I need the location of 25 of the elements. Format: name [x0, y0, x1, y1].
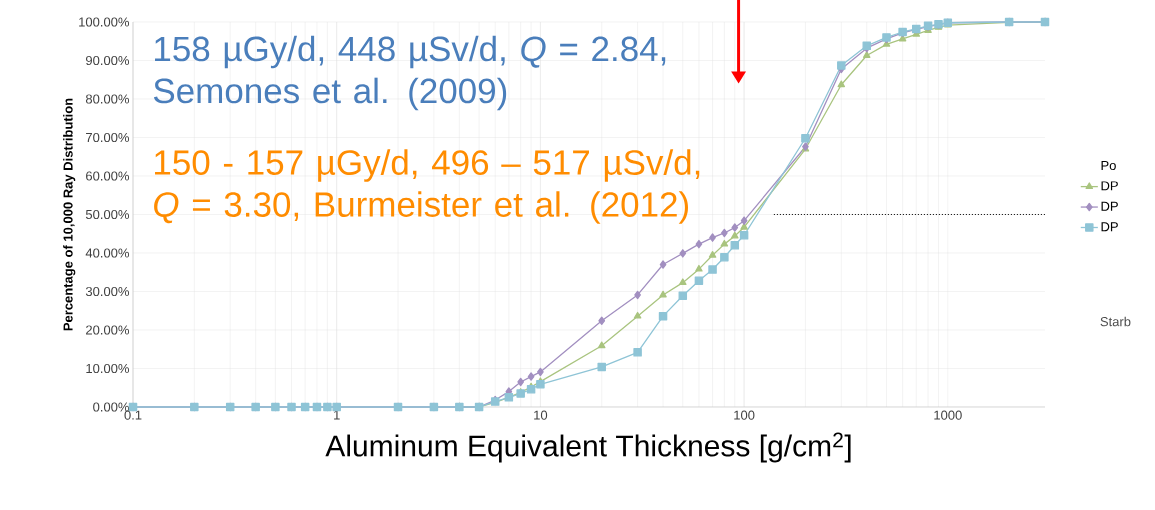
y-tick-label: 40.00% — [85, 248, 130, 258]
y-tick-label: 10.00% — [86, 363, 130, 374]
legend-label: DP — [1101, 181, 1118, 191]
x-axis-title: Aluminum Equivalent Thickness [g/cm$^{2}$] — [325, 432, 851, 463]
y-tick-label: 0.00% — [93, 402, 130, 412]
x-tick-label: 0.1 — [124, 410, 142, 420]
y-tick-label: 60.00% — [86, 171, 130, 181]
x-tick-label: 1000 — [934, 410, 962, 420]
y-tick-label: 30.00% — [85, 286, 130, 297]
annotation: 150 - 157 µGy/d, 496 – 517 µSv/d, Q = 3.30, Burmeister et al. (2012) — [154, 149, 700, 224]
legend-title: Po — [1101, 160, 1116, 171]
y-tick-label: 80.00% — [85, 94, 130, 104]
y-tick-label: 90.00% — [86, 55, 130, 66]
legend-label: DP — [1101, 201, 1118, 211]
y-tick-label: 20.00% — [86, 325, 130, 335]
x-tick-label: 1 — [334, 410, 340, 420]
y-tick-label: 100.00% — [79, 17, 130, 27]
legend-label: DP — [1101, 222, 1118, 232]
x-tick-label: 100 — [734, 410, 755, 420]
text: 158 µGy/d, 448 µSv/d, Q = 2.84, Semones et al. (2009) — [153, 35, 666, 111]
y-tick-label: 70.00% — [86, 132, 130, 143]
y-tick-label: 50.00% — [85, 209, 130, 220]
text: Starb — [1100, 316, 1131, 327]
y-axis-title: Percentage of 10,000 Ray Distribution — [63, 98, 76, 331]
x-tick-label: 10 — [534, 410, 548, 420]
